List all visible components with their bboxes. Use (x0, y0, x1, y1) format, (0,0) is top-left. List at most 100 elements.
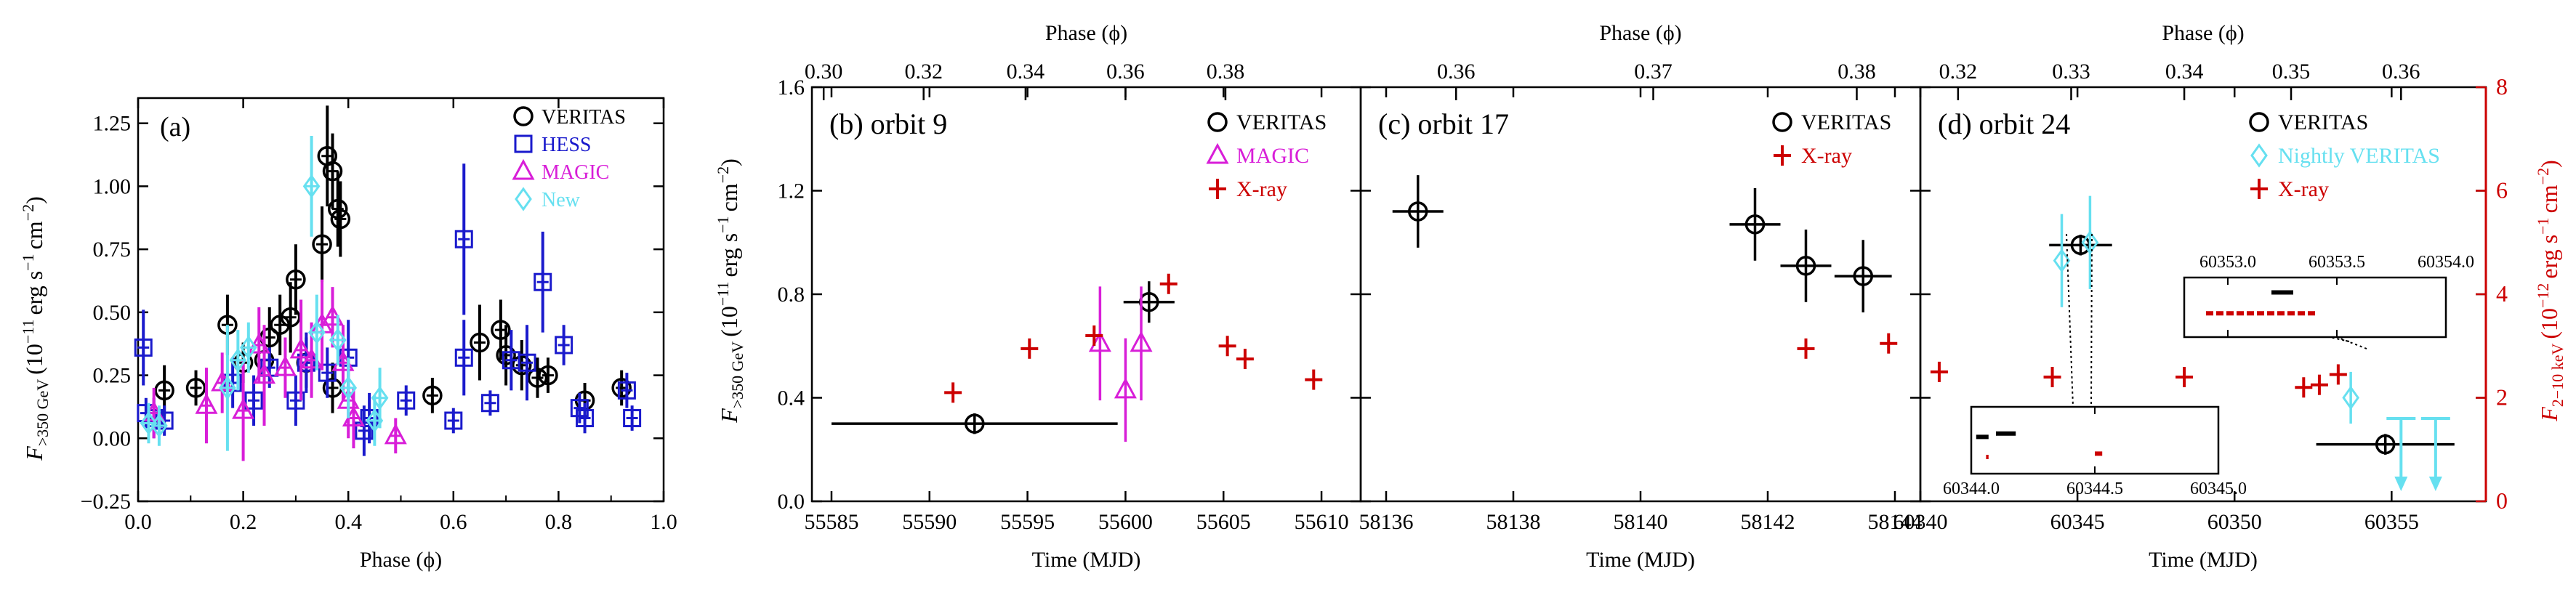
x-tick-label: 55605 (1196, 510, 1251, 534)
square-marker (454, 230, 473, 248)
inset-tick-label: 60354.0 (2418, 253, 2474, 272)
circle-marker (513, 106, 534, 126)
circle-marker (1744, 214, 1766, 235)
top-tick-label: 0.34 (2165, 60, 2204, 84)
series-a-new (140, 136, 389, 451)
mid-ylabel-close: ) (716, 158, 742, 166)
mid-ylabel-f: F (716, 408, 742, 424)
inset-tick-label: 60344.0 (1943, 479, 2000, 498)
left-ylabel-cm: cm (21, 221, 47, 249)
left-ylabel-e1: −1 (19, 254, 37, 270)
y-tick-label: 1.00 (93, 174, 132, 198)
diamond-marker (2250, 143, 2268, 168)
diamond-marker (239, 335, 257, 360)
square-marker (623, 409, 642, 428)
circle-marker (470, 332, 490, 353)
triangle-marker (1206, 142, 1229, 164)
panel-d-toplabel: Phase (ϕ) (2162, 21, 2244, 45)
circle-marker (965, 413, 985, 434)
right-ylabel-erg: erg s (2536, 235, 2562, 279)
panel-c-legend: VERITAS X-ray (1772, 110, 1891, 168)
x-tick-label: 0.8 (545, 510, 573, 534)
series-c-veritas (1392, 175, 1892, 312)
d-xticks: 60340 60345 60350 60355 (1893, 87, 2419, 534)
inset-tick-label: 60345.0 (2190, 479, 2247, 498)
legend-a-label: MAGIC (542, 161, 609, 184)
square-marker (444, 411, 463, 430)
series-d-x-ray (1930, 361, 2347, 398)
square-marker (514, 134, 533, 153)
circle-marker (491, 320, 511, 340)
circle-marker (512, 355, 532, 376)
series-d-veritas (2049, 235, 2455, 455)
y-tick-label: 0.75 (93, 238, 132, 262)
diamond-marker (2053, 248, 2071, 273)
left-y-axis-label: F>350 GeV (10−11 erg s−1 cm−2) (19, 196, 52, 461)
panel-c-xlabel: Time (MJD) (1586, 548, 1695, 572)
top-tick-label: 0.36 (2382, 60, 2420, 84)
square-marker (617, 381, 636, 400)
x-tick-label: 60350 (2207, 510, 2262, 534)
diamond-marker (302, 174, 321, 198)
right-y-tick-label: 6 (2496, 177, 2508, 203)
inset-connector (2066, 233, 2074, 408)
diamond-marker (150, 413, 168, 438)
b-yticks: 0.0 0.4 0.8 1.2 1.6 (778, 76, 1361, 514)
legend-d-label: Nightly VERITAS (2278, 144, 2440, 168)
series-c-x-ray (1797, 333, 1898, 359)
circle-marker (1207, 112, 1228, 132)
inset-frame (1970, 405, 2220, 475)
series-d-nightly-veritas (2053, 195, 2450, 491)
x-tick-label: 55595 (1000, 510, 1055, 534)
right-y-tick-label: 4 (2496, 280, 2508, 307)
x-tick-label: 55585 (804, 510, 858, 534)
right-ylabel-cm: cm (2536, 185, 2562, 213)
y-tick-label: 0.4 (778, 387, 805, 410)
y-tick-label: 0.0 (778, 490, 805, 514)
left-ylabel-f: F (21, 446, 47, 461)
left-ylabel-sub: >350 GeV (33, 379, 52, 447)
triangle-marker (1130, 331, 1153, 352)
top-tick-label: 0.35 (2272, 60, 2311, 84)
circle-marker (280, 307, 301, 328)
plot-content: 0.0 0.2 0.4 0.6 0.8 1.0−0.250.000.250.500.751… (81, 21, 2508, 572)
x-tick-label: 55610 (1295, 510, 1349, 534)
panel-b-label: (b) orbit 9 (829, 108, 947, 140)
top-tick-label: 0.32 (1939, 60, 1978, 84)
svg-text:F>350 GeV(10−11erg s−1cm−2): F>350 GeV (10−11 erg s−1 cm−2) (19, 196, 52, 461)
x-tick-label: 55590 (902, 510, 957, 534)
inset-connector (2090, 233, 2093, 408)
square-marker (570, 399, 589, 418)
top-tick-label: 0.36 (1437, 60, 1476, 84)
x-tick-label: 60345 (2050, 510, 2105, 534)
y-tick-label: −0.25 (81, 490, 131, 514)
circle-marker (330, 209, 351, 230)
b-xticks: 55585 55590 55595 55600 55605 55610 (804, 87, 1349, 534)
circle-marker (185, 378, 206, 398)
x-tick-label: 0.4 (334, 510, 362, 534)
panel-d-label: (d) orbit 24 (1938, 108, 2070, 140)
legend-b-label: MAGIC (1236, 144, 1309, 168)
circle-marker (527, 368, 548, 388)
top-tick-label: 0.38 (1838, 60, 1876, 84)
diamond-marker (2342, 385, 2359, 410)
right-y-tick-label: 0 (2496, 487, 2508, 514)
inset-tick-label: 60353.5 (2309, 253, 2365, 272)
diamond-marker (307, 320, 326, 345)
inset-frame (2183, 276, 2447, 339)
left-ylabel-close: ) (21, 196, 47, 204)
inset-connector (2336, 336, 2367, 349)
triangle-marker (195, 393, 218, 414)
right-y-tick-label: 8 (2496, 73, 2508, 100)
svg-text:F2−10 keV(10−12erg s−1cm−2): F2−10 keV (10−12 erg s−1 cm−2) (2534, 160, 2567, 422)
left-ylabel-units: (10 (21, 344, 47, 375)
circle-marker (2375, 434, 2396, 455)
inset-tick-label: 60353.0 (2199, 253, 2256, 272)
mid-ylabel-units: (10 (716, 306, 742, 337)
middle-y-axis-label: F>350 GeV (10−11 erg s−1 cm−2) (714, 158, 746, 424)
y-tick-label: 1.6 (778, 76, 805, 100)
top-tick-label: 0.38 (1207, 60, 1245, 84)
top-tick-label: 0.37 (1634, 60, 1673, 84)
circle-marker (312, 234, 332, 254)
